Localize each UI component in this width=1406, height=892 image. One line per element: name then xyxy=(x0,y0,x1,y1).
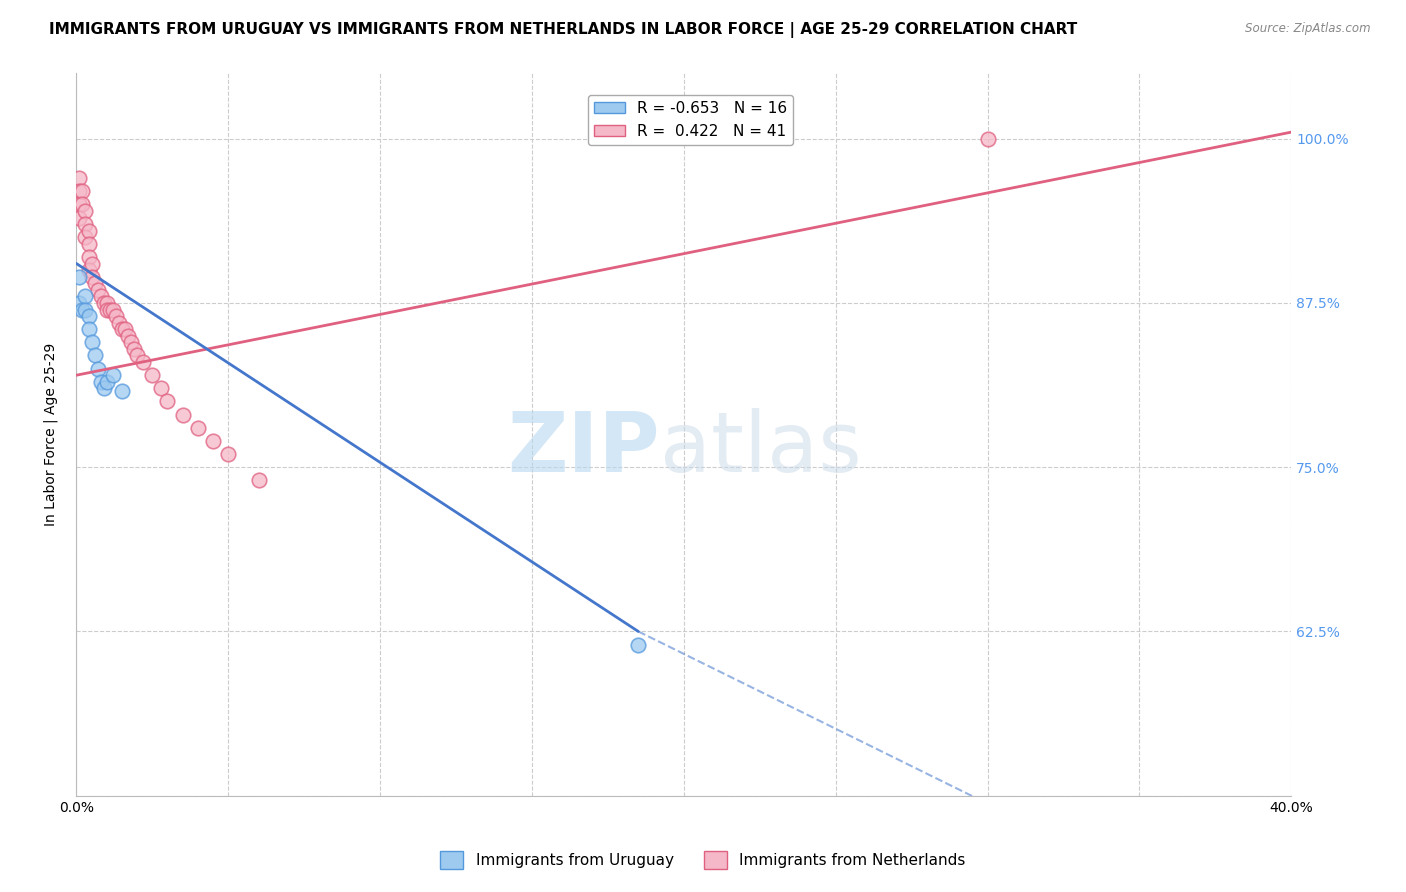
Point xyxy=(75,302,97,317)
Y-axis label: In Labor Force | Age 25-29: In Labor Force | Age 25-29 xyxy=(44,343,58,526)
Point xyxy=(75,217,97,231)
Point xyxy=(111,322,134,336)
Point xyxy=(101,368,124,383)
Point xyxy=(67,269,90,284)
Point xyxy=(122,342,145,356)
Text: IMMIGRANTS FROM URUGUAY VS IMMIGRANTS FROM NETHERLANDS IN LABOR FORCE | AGE 25-2: IMMIGRANTS FROM URUGUAY VS IMMIGRANTS FR… xyxy=(49,22,1077,38)
Point xyxy=(75,289,97,303)
Point xyxy=(75,230,97,244)
Text: ZIP: ZIP xyxy=(508,409,659,490)
Point xyxy=(86,361,108,376)
Point xyxy=(141,368,163,383)
Point xyxy=(77,263,100,277)
Point xyxy=(80,335,103,350)
Point xyxy=(150,381,173,395)
Point xyxy=(627,638,650,652)
Point xyxy=(67,171,90,186)
Point xyxy=(77,236,100,251)
Point xyxy=(67,296,90,310)
Point xyxy=(75,203,97,218)
Point xyxy=(93,381,115,395)
Point xyxy=(80,269,103,284)
Point xyxy=(72,184,94,198)
Point xyxy=(77,250,100,264)
Point xyxy=(90,375,112,389)
Point xyxy=(77,224,100,238)
Point xyxy=(217,447,239,461)
Point xyxy=(67,211,90,225)
Point xyxy=(172,408,194,422)
Point xyxy=(67,184,90,198)
Point xyxy=(67,197,90,211)
Point xyxy=(77,309,100,323)
Text: atlas: atlas xyxy=(659,409,862,490)
Point xyxy=(111,384,134,398)
Point xyxy=(83,349,105,363)
Point xyxy=(117,328,139,343)
Point xyxy=(72,302,94,317)
Point xyxy=(83,277,105,291)
Point xyxy=(127,349,149,363)
Text: Source: ZipAtlas.com: Source: ZipAtlas.com xyxy=(1246,22,1371,36)
Point xyxy=(72,197,94,211)
Point xyxy=(90,289,112,303)
Point xyxy=(132,355,155,369)
Point xyxy=(96,296,118,310)
Point xyxy=(101,302,124,317)
Point xyxy=(86,283,108,297)
Point xyxy=(104,309,127,323)
Point xyxy=(156,394,179,409)
Point xyxy=(77,322,100,336)
Point xyxy=(114,322,136,336)
Point xyxy=(187,421,209,435)
Point xyxy=(96,302,118,317)
Point xyxy=(96,375,118,389)
Legend: Immigrants from Uruguay, Immigrants from Netherlands: Immigrants from Uruguay, Immigrants from… xyxy=(434,845,972,875)
Point xyxy=(247,473,270,487)
Point xyxy=(976,131,998,145)
Point xyxy=(202,434,225,448)
Legend: R = -0.653   N = 16, R =  0.422   N = 41: R = -0.653 N = 16, R = 0.422 N = 41 xyxy=(588,95,793,145)
Point xyxy=(108,316,131,330)
Point xyxy=(80,256,103,270)
Point xyxy=(93,296,115,310)
Point xyxy=(98,302,121,317)
Point xyxy=(120,335,142,350)
